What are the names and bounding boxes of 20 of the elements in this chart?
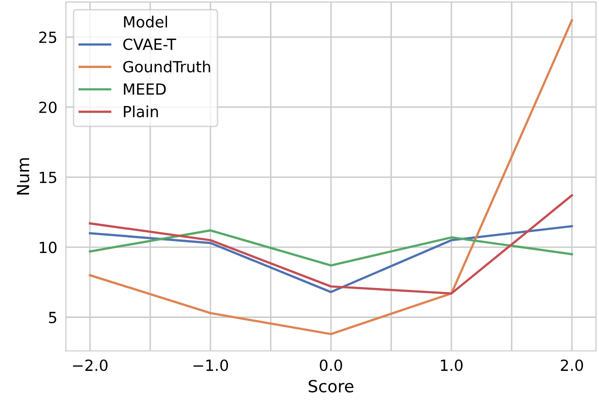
- y-tick-label: 5: [49, 312, 56, 324]
- x-axis-title: Score: [308, 380, 354, 392]
- legend-label: MEED: [124, 84, 166, 95]
- y-tick-label: 15: [40, 172, 56, 184]
- x-tick-label: −2.0: [73, 359, 108, 372]
- y-tick-label: 10: [40, 242, 57, 254]
- legend-title: Model: [124, 16, 168, 28]
- legend-label: Plain: [124, 105, 158, 118]
- x-tick-label: 1.0: [440, 359, 463, 372]
- line-series: [88, 229, 574, 267]
- line-series: [88, 225, 574, 294]
- x-tick-label: 0.0: [320, 359, 342, 372]
- y-tick-label: 20: [39, 102, 57, 114]
- y-axis-title: Num: [16, 158, 30, 194]
- x-tick-label: 2.0: [560, 359, 584, 372]
- x-tick-label: −1.0: [194, 359, 228, 372]
- y-tick-label: 25: [39, 32, 56, 44]
- legend-label: GoundTruth: [123, 60, 210, 72]
- line-series: [88, 194, 574, 295]
- legend-label: CVAE-T: [123, 38, 176, 50]
